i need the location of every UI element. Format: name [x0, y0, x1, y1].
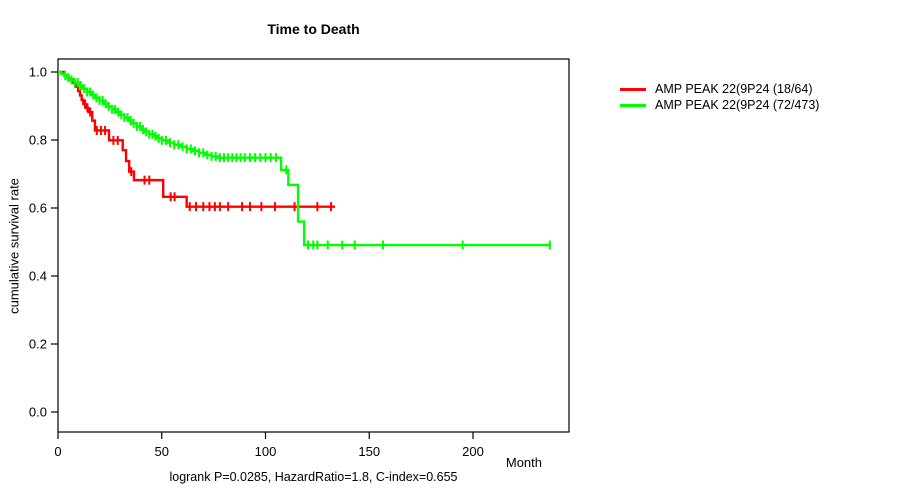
censor-ticks: [83, 99, 333, 212]
legend-entry-green: AMP PEAK 22(9P24 (72/473): [620, 97, 819, 113]
y-axis-tick-label: 1.0: [29, 65, 47, 80]
survival-curve-red: [58, 70, 336, 212]
y-axis: 0.0 0.2 0.4 0.6 0.8 1.0: [29, 65, 58, 420]
x-axis-tick-label: 50: [155, 444, 169, 459]
y-axis-tick-label: 0.0: [29, 405, 47, 420]
red-line-swatch: [620, 87, 646, 91]
y-axis-tick-label: 0.2: [29, 337, 47, 352]
chart-title: Time to Death: [267, 21, 360, 37]
x-axis: 0 50 100 150 200: [54, 432, 484, 459]
plot-box: [57, 58, 570, 433]
stats-caption: logrank P=0.0285, HazardRatio=1.8, C-ind…: [169, 470, 458, 484]
y-axis-tick-label: 0.4: [29, 269, 47, 284]
y-axis-tick-label: 0.8: [29, 133, 47, 148]
survival-curve-green: [58, 70, 551, 250]
legend-label-red: AMP PEAK 22(9P24 (18/64): [655, 82, 813, 96]
censor-ticks: [64, 71, 551, 250]
km-step-line: [58, 70, 551, 247]
km-step-line: [58, 70, 336, 208]
x-axis-tick-label: 100: [255, 444, 277, 459]
legend-label-green: AMP PEAK 22(9P24 (72/473): [655, 98, 820, 112]
legend: AMP PEAK 22(9P24 (18/64) AMP PEAK 22(9P2…: [620, 81, 819, 113]
y-axis-title: cumulative survival rate: [6, 178, 22, 314]
x-axis-tick-label: 200: [462, 444, 484, 459]
x-axis-tick-label: 0: [54, 444, 61, 459]
green-line-swatch: [620, 103, 646, 107]
x-axis-title: Month: [505, 455, 542, 470]
legend-entry-red: AMP PEAK 22(9P24 (18/64): [620, 81, 819, 97]
x-axis-tick-label: 150: [358, 444, 380, 459]
y-axis-tick-label: 0.6: [29, 201, 47, 216]
